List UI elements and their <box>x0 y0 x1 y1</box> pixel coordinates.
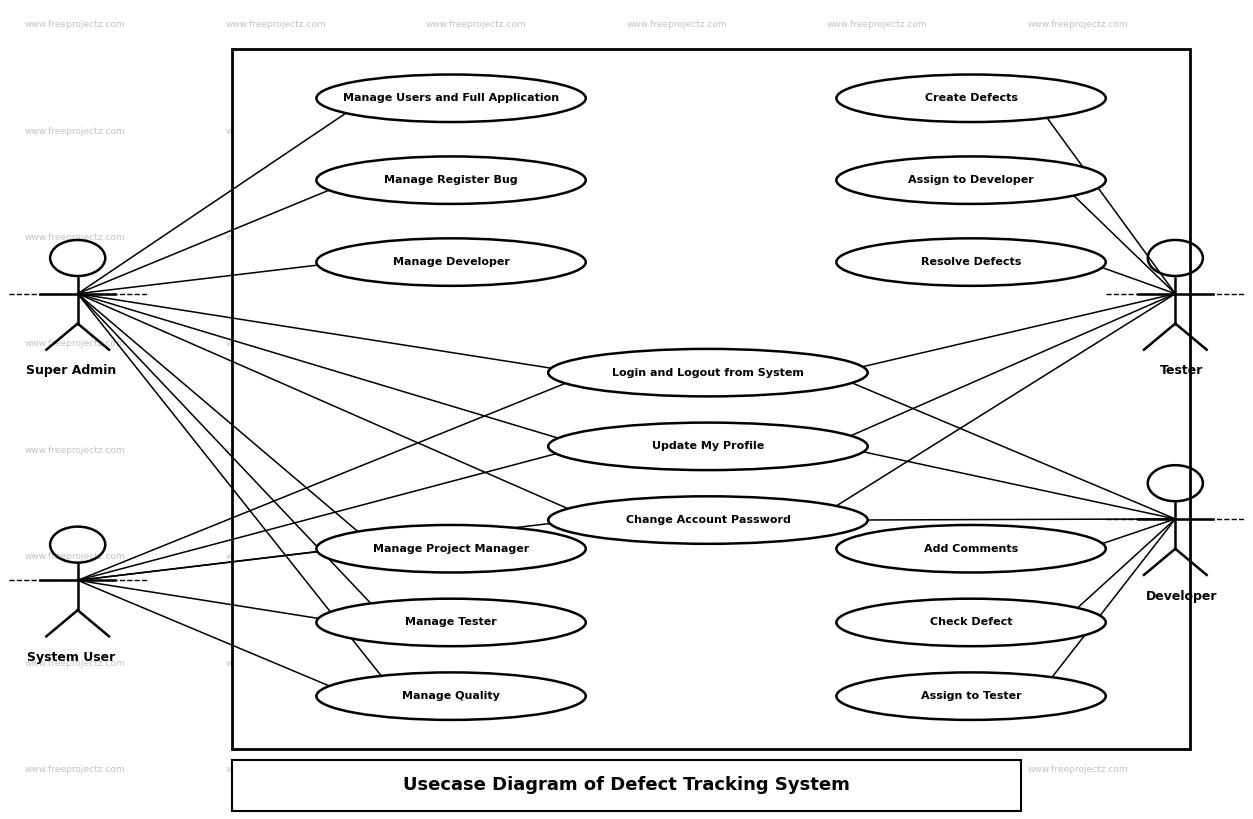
Text: www.freeprojectz.com: www.freeprojectz.com <box>626 446 727 455</box>
Text: www.freeprojectz.com: www.freeprojectz.com <box>827 553 927 561</box>
Text: www.freeprojectz.com: www.freeprojectz.com <box>827 127 927 135</box>
Text: Change Account Password: Change Account Password <box>625 515 791 525</box>
Ellipse shape <box>316 156 585 204</box>
Text: Assign to Tester: Assign to Tester <box>921 691 1021 701</box>
Text: www.freeprojectz.com: www.freeprojectz.com <box>1027 766 1128 774</box>
Text: www.freeprojectz.com: www.freeprojectz.com <box>626 340 727 348</box>
Text: www.freeprojectz.com: www.freeprojectz.com <box>25 553 125 561</box>
Text: www.freeprojectz.com: www.freeprojectz.com <box>827 446 927 455</box>
Text: www.freeprojectz.com: www.freeprojectz.com <box>25 20 125 29</box>
Ellipse shape <box>837 599 1106 646</box>
Text: Add Comments: Add Comments <box>923 544 1019 554</box>
Text: www.freeprojectz.com: www.freeprojectz.com <box>25 127 125 135</box>
Text: Manage Quality: Manage Quality <box>402 691 500 701</box>
Text: www.freeprojectz.com: www.freeprojectz.com <box>226 20 326 29</box>
Ellipse shape <box>316 75 585 122</box>
Text: www.freeprojectz.com: www.freeprojectz.com <box>226 659 326 667</box>
Text: Login and Logout from System: Login and Logout from System <box>611 368 804 378</box>
Text: www.freeprojectz.com: www.freeprojectz.com <box>426 659 526 667</box>
Text: www.freeprojectz.com: www.freeprojectz.com <box>626 766 727 774</box>
Text: www.freeprojectz.com: www.freeprojectz.com <box>1027 20 1128 29</box>
Text: Update My Profile: Update My Profile <box>652 441 764 451</box>
Ellipse shape <box>316 599 585 646</box>
Text: www.freeprojectz.com: www.freeprojectz.com <box>827 340 927 348</box>
Text: Manage Register Bug: Manage Register Bug <box>385 175 517 185</box>
Text: www.freeprojectz.com: www.freeprojectz.com <box>1027 659 1128 667</box>
Text: System User: System User <box>28 651 115 664</box>
Text: www.freeprojectz.com: www.freeprojectz.com <box>226 553 326 561</box>
Ellipse shape <box>837 238 1106 286</box>
Ellipse shape <box>316 525 585 572</box>
Text: Manage Project Manager: Manage Project Manager <box>373 544 529 554</box>
Text: www.freeprojectz.com: www.freeprojectz.com <box>226 340 326 348</box>
Text: Manage Developer: Manage Developer <box>392 257 510 267</box>
Text: www.freeprojectz.com: www.freeprojectz.com <box>626 659 727 667</box>
Ellipse shape <box>549 349 867 396</box>
Text: www.freeprojectz.com: www.freeprojectz.com <box>626 233 727 242</box>
Text: www.freeprojectz.com: www.freeprojectz.com <box>827 20 927 29</box>
Bar <box>232 760 1021 811</box>
Text: Usecase Diagram of Defect Tracking System: Usecase Diagram of Defect Tracking Syste… <box>403 776 850 794</box>
Ellipse shape <box>837 525 1106 572</box>
Text: www.freeprojectz.com: www.freeprojectz.com <box>25 340 125 348</box>
Ellipse shape <box>316 672 585 720</box>
Ellipse shape <box>837 75 1106 122</box>
Text: www.freeprojectz.com: www.freeprojectz.com <box>827 233 927 242</box>
Text: Check Defect: Check Defect <box>930 618 1012 627</box>
Text: www.freeprojectz.com: www.freeprojectz.com <box>25 766 125 774</box>
Text: www.freeprojectz.com: www.freeprojectz.com <box>25 659 125 667</box>
Ellipse shape <box>549 496 867 544</box>
Text: Manage Users and Full Application: Manage Users and Full Application <box>343 93 559 103</box>
Text: www.freeprojectz.com: www.freeprojectz.com <box>426 340 526 348</box>
Text: www.freeprojectz.com: www.freeprojectz.com <box>827 766 927 774</box>
Ellipse shape <box>549 423 867 470</box>
Text: www.freeprojectz.com: www.freeprojectz.com <box>1027 127 1128 135</box>
Text: Manage Tester: Manage Tester <box>405 618 497 627</box>
Text: www.freeprojectz.com: www.freeprojectz.com <box>25 446 125 455</box>
Text: www.freeprojectz.com: www.freeprojectz.com <box>226 127 326 135</box>
Text: www.freeprojectz.com: www.freeprojectz.com <box>626 553 727 561</box>
Text: www.freeprojectz.com: www.freeprojectz.com <box>226 233 326 242</box>
Text: www.freeprojectz.com: www.freeprojectz.com <box>626 20 727 29</box>
Text: www.freeprojectz.com: www.freeprojectz.com <box>426 233 526 242</box>
Text: www.freeprojectz.com: www.freeprojectz.com <box>226 766 326 774</box>
Bar <box>232 49 1190 749</box>
Text: www.freeprojectz.com: www.freeprojectz.com <box>226 446 326 455</box>
Text: www.freeprojectz.com: www.freeprojectz.com <box>426 127 526 135</box>
Text: www.freeprojectz.com: www.freeprojectz.com <box>1027 340 1128 348</box>
Text: Resolve Defects: Resolve Defects <box>921 257 1021 267</box>
Text: www.freeprojectz.com: www.freeprojectz.com <box>1027 233 1128 242</box>
Text: www.freeprojectz.com: www.freeprojectz.com <box>426 20 526 29</box>
Text: Create Defects: Create Defects <box>925 93 1017 103</box>
Text: Super Admin: Super Admin <box>26 364 117 378</box>
Ellipse shape <box>837 672 1106 720</box>
Text: www.freeprojectz.com: www.freeprojectz.com <box>426 553 526 561</box>
Text: www.freeprojectz.com: www.freeprojectz.com <box>426 446 526 455</box>
Text: www.freeprojectz.com: www.freeprojectz.com <box>1027 446 1128 455</box>
Text: www.freeprojectz.com: www.freeprojectz.com <box>426 766 526 774</box>
Text: www.freeprojectz.com: www.freeprojectz.com <box>1027 553 1128 561</box>
Text: www.freeprojectz.com: www.freeprojectz.com <box>827 659 927 667</box>
Text: Assign to Developer: Assign to Developer <box>908 175 1034 185</box>
Ellipse shape <box>837 156 1106 204</box>
Text: www.freeprojectz.com: www.freeprojectz.com <box>25 233 125 242</box>
Ellipse shape <box>316 238 585 286</box>
Text: Developer: Developer <box>1145 590 1218 603</box>
Text: Tester: Tester <box>1160 364 1203 378</box>
Text: www.freeprojectz.com: www.freeprojectz.com <box>626 127 727 135</box>
